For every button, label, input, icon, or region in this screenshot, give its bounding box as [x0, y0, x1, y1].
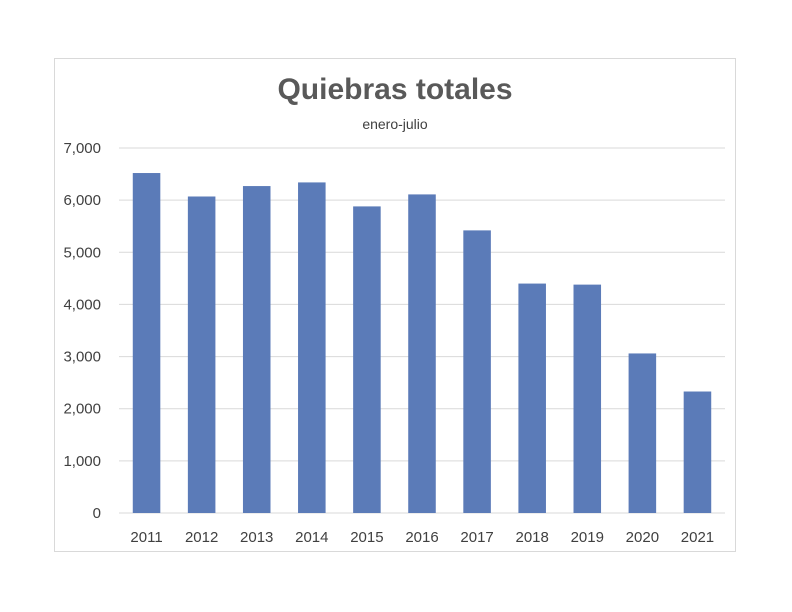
x-tick-label: 2013 — [240, 529, 273, 546]
bar-2015 — [353, 206, 381, 513]
chart-frame — [54, 58, 736, 552]
x-tick-label: 2020 — [626, 529, 659, 546]
y-tick-label: 7,000 — [63, 140, 101, 157]
x-tick-label: 2019 — [571, 529, 604, 546]
x-tick-label: 2015 — [350, 529, 383, 546]
y-tick-label: 3,000 — [63, 349, 101, 366]
y-tick-label: 0 — [93, 505, 101, 522]
bar-2017 — [463, 230, 491, 513]
bar-2013 — [242, 186, 271, 514]
x-tick-label: 2011 — [130, 529, 162, 546]
bar-2019 — [573, 284, 602, 513]
bar-2016 — [408, 194, 436, 513]
x-tick-label: 2017 — [460, 529, 493, 546]
x-tick-label: 2014 — [295, 529, 328, 546]
chart-subtitle: enero-julio — [362, 116, 428, 132]
y-tick-label: 1,000 — [63, 453, 101, 470]
x-tick-label: 2018 — [515, 529, 548, 546]
y-axis-ticks: 0 1,000 2,000 3,000 4,000 5,000 6,000 7,000 — [63, 140, 101, 522]
bars — [132, 173, 712, 514]
x-tick-label: 2016 — [405, 529, 438, 546]
bar-2014 — [298, 182, 326, 513]
bar-2012 — [187, 196, 216, 513]
bar-2021 — [683, 391, 712, 513]
bar-2018 — [518, 283, 546, 513]
y-tick-label: 4,000 — [63, 296, 101, 313]
x-tick-label: 2012 — [185, 529, 218, 546]
bar-2011 — [132, 173, 161, 513]
bar-2020 — [628, 353, 657, 513]
y-tick-label: 6,000 — [63, 192, 101, 209]
x-axis-ticks: 2011 2012 2013 2014 2015 2016 2017 2018 2019 2020… — [130, 529, 714, 546]
chart-title: Quiebras totales — [277, 73, 512, 106]
y-tick-label: 5,000 — [63, 244, 101, 261]
y-tick-label: 2,000 — [63, 401, 101, 418]
x-tick-label: 2021 — [681, 529, 714, 546]
